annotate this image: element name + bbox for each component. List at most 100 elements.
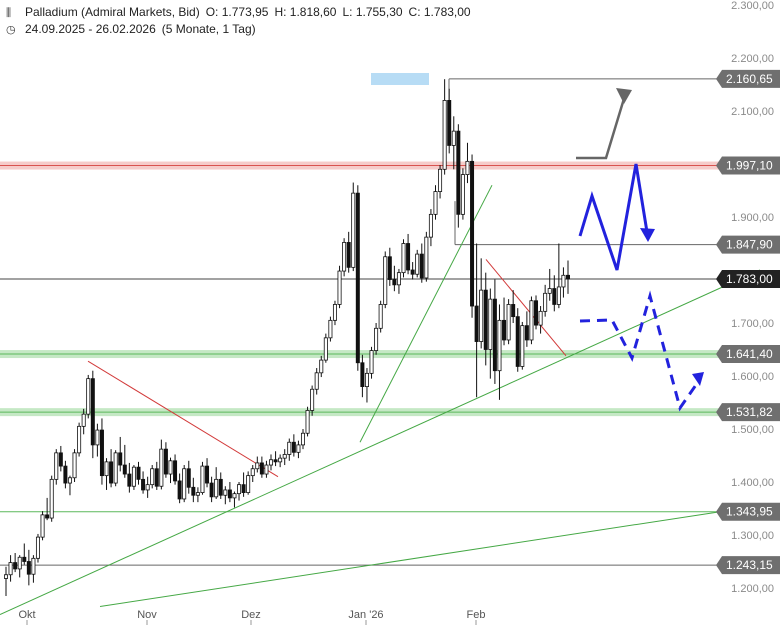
candle-body (250, 468, 255, 477)
candle-body (396, 272, 401, 286)
clock-icon: ◷ (6, 24, 16, 36)
candle-body (113, 452, 118, 484)
blue-arrow-head (640, 228, 655, 242)
candle-body (364, 372, 369, 388)
candle-body (40, 514, 45, 538)
level-price-tags: 2.160,65 1.997,10 1.847,90 1.783,00 1.641,40… (716, 69, 780, 575)
price-tag (716, 235, 780, 254)
candle-body (136, 466, 141, 480)
candle-body (259, 462, 264, 475)
candle-body (300, 432, 305, 446)
level-lines (0, 78, 720, 566)
candle-body (360, 362, 365, 388)
candle-body (104, 461, 109, 477)
candle-body (63, 465, 68, 484)
candle-body (529, 300, 534, 341)
candle-body (150, 468, 155, 486)
close-value: C: 1.783,00 (408, 5, 471, 19)
candle-body (442, 100, 447, 170)
candle-body (328, 319, 333, 339)
candlestick-icon: ⫼ (6, 7, 12, 19)
forecast-arrows (576, 88, 704, 412)
candle-body (566, 274, 571, 280)
candle-body (186, 468, 191, 488)
candle-body (145, 484, 150, 491)
candle-body (355, 192, 360, 364)
candle-body (483, 289, 488, 350)
x-tick-label: Jan '26 (348, 609, 383, 621)
candle-body (237, 484, 242, 495)
y-tick-label: 1.700,00 (731, 318, 774, 330)
candle-body (264, 464, 269, 475)
candle-body (534, 300, 539, 326)
candle-body (470, 160, 475, 307)
y-tick-label: 1.500,00 (731, 424, 774, 436)
candle-body (118, 452, 123, 466)
candle-body (8, 562, 13, 576)
candle-body (410, 269, 415, 275)
green-trendline (359, 184, 493, 443)
price-tag (716, 345, 780, 364)
price-tag-label: 1.783,00 (726, 272, 773, 286)
candle-body (538, 310, 543, 326)
candle-body (77, 425, 82, 454)
candle-body (13, 562, 18, 570)
candle-body (515, 316, 520, 367)
candle-body (547, 288, 552, 294)
candle-body (287, 441, 292, 455)
candle-body (424, 236, 429, 279)
candle-body (227, 489, 232, 499)
candle-body (392, 279, 397, 286)
candle-body (54, 452, 59, 480)
candle-body (90, 378, 95, 446)
candle-body (451, 130, 456, 146)
y-tick-label: 1.900,00 (731, 212, 774, 224)
candle-body (502, 319, 507, 341)
grey-arrow-head (616, 88, 632, 104)
candle-body (200, 465, 205, 494)
grey-forecast-arrow (576, 91, 628, 160)
x-tick-label: Okt (18, 609, 35, 621)
candle-body (4, 574, 9, 579)
red-trendline (485, 259, 567, 357)
candle-body (218, 478, 223, 496)
candle-body (122, 464, 127, 475)
candle-body (346, 242, 351, 268)
candlesticks (4, 79, 571, 596)
x-axis: Okt Nov Dez Jan '26 Feb (18, 609, 485, 625)
candle-body (506, 304, 511, 341)
red-trendline (87, 360, 279, 478)
candle-body (232, 493, 237, 499)
candle-body (255, 462, 260, 470)
candle-body (406, 243, 411, 271)
open-value: O: 1.773,95 (205, 5, 269, 19)
candle-body (209, 482, 214, 498)
candle-body (49, 478, 54, 519)
candle-body (319, 359, 324, 374)
candle-body (182, 468, 187, 500)
interval-label: (5 Monate, 1 Tag) (161, 22, 256, 36)
date-range: 24.09.2025 - 26.02.2026 (25, 22, 156, 36)
y-tick-label: 1.400,00 (731, 477, 774, 489)
candle-body (552, 288, 557, 305)
candle-body (131, 466, 136, 487)
blue-dashed-arrow-head (692, 372, 704, 386)
chart-header-ohlc: ⫼ Palladium (Admiral Markets, Bid) O: 1.77… (6, 5, 477, 20)
candle-body (556, 286, 561, 305)
y-tick-label: 1.300,00 (731, 530, 774, 542)
candle-body (163, 448, 168, 475)
price-tag (716, 502, 780, 521)
price-tag-label: 1.343,95 (726, 505, 773, 519)
candle-body (67, 477, 72, 484)
candle-body (561, 274, 566, 288)
y-tick-label: 2.300,00 (731, 0, 774, 12)
candle-body (246, 475, 251, 494)
candle-body (310, 388, 315, 411)
candle-body (127, 473, 132, 487)
x-tick-label: Dez (241, 609, 261, 621)
candle-body (351, 192, 356, 268)
green-trendline (99, 511, 721, 608)
candle-body (26, 561, 31, 575)
candle-body (374, 327, 379, 351)
